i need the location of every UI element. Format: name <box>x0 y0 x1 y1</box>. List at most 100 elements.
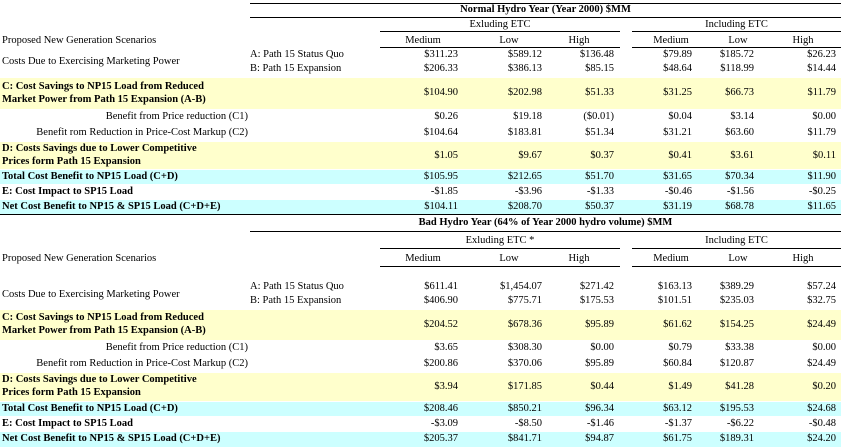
row-label: B: Path 15 Expansion <box>250 295 342 306</box>
cell: $389.29 <box>719 281 754 292</box>
cell: $11.65 <box>807 201 837 212</box>
cell: $31.65 <box>663 171 692 182</box>
cell: $0.44 <box>590 381 614 392</box>
head-rule <box>380 266 620 267</box>
row-label: Benefit from Price reduction (C1) <box>105 342 248 353</box>
table-title: Bad Hydro Year (64% of Year 2000 hydro v… <box>418 217 673 228</box>
cell: $79.89 <box>663 49 692 60</box>
cell: $51.70 <box>585 171 614 182</box>
cell: $95.89 <box>585 319 614 330</box>
head-rule <box>380 47 620 48</box>
cell: $208.46 <box>423 403 458 414</box>
cell: -$0.25 <box>808 186 836 197</box>
col-head-high: High <box>792 35 814 46</box>
table-row: Benefit rom Reduction in Price-Cost Mark… <box>0 126 841 141</box>
cell: $1,454.07 <box>500 281 542 292</box>
cell: $104.64 <box>423 127 458 138</box>
cell: $105.95 <box>423 171 458 182</box>
cell: $11.79 <box>807 87 837 98</box>
row-label: Prices form Path 15 Expansion <box>2 387 141 398</box>
table-title: Normal Hydro Year (Year 2000) $MM <box>460 4 631 15</box>
cell: $31.19 <box>663 201 692 212</box>
cell: $185.72 <box>719 49 754 60</box>
cell: $0.04 <box>668 111 692 122</box>
cell: $0.26 <box>434 111 458 122</box>
cell: $370.06 <box>507 358 542 369</box>
cell: $94.87 <box>585 433 614 444</box>
cell: $205.37 <box>423 433 458 444</box>
table-row: A: Path 15 Status Quo $611.41 $1,454.07 … <box>0 281 841 294</box>
cell: $61.75 <box>663 433 692 444</box>
col-head-low: Low <box>728 253 748 264</box>
cell: $63.12 <box>663 403 692 414</box>
cell: $96.34 <box>585 403 614 414</box>
cell: $31.25 <box>663 87 692 98</box>
cell: $24.49 <box>807 358 836 369</box>
cell: $235.03 <box>719 295 754 306</box>
table-row: Benefit from Price reduction (C1) $3.65 … <box>0 341 841 356</box>
title-rule <box>250 17 841 18</box>
cell: $3.65 <box>434 342 458 353</box>
cell: $386.13 <box>507 63 542 74</box>
cell: $11.90 <box>807 171 837 182</box>
cell: $11.79 <box>807 127 837 138</box>
row-label: Benefit rom Reduction in Price-Cost Mark… <box>36 358 248 369</box>
table-row: Benefit rom Reduction in Price-Cost Mark… <box>0 357 841 372</box>
cell: $51.33 <box>585 87 614 98</box>
cell: $204.52 <box>423 319 458 330</box>
cell: $271.42 <box>579 281 614 292</box>
cell: $136.48 <box>579 49 614 60</box>
cell: $51.34 <box>585 127 614 138</box>
group-rule <box>380 248 620 249</box>
cell: $9.67 <box>518 150 542 161</box>
cell: $32.75 <box>807 295 836 306</box>
row-label: C: Cost Savings to NP15 Load from Reduce… <box>2 81 204 92</box>
cell: $171.85 <box>507 381 542 392</box>
cell: $63.60 <box>725 127 754 138</box>
col-head-medium: Medium <box>653 35 689 46</box>
table-row: E: Cost Impact to SP15 Load -$1.85 -$3.9… <box>0 185 841 199</box>
cell: -$0.46 <box>664 186 692 197</box>
cell: $0.37 <box>590 150 614 161</box>
row-label: A: Path 15 Status Quo <box>250 49 344 60</box>
top-rule <box>250 3 841 4</box>
cell: $0.20 <box>812 381 836 392</box>
cell: $70.34 <box>725 171 754 182</box>
cell: $0.41 <box>668 150 692 161</box>
cell: $0.79 <box>668 342 692 353</box>
col-head-low: Low <box>728 35 748 46</box>
cell: -$8.50 <box>514 418 542 429</box>
cell: $31.21 <box>663 127 692 138</box>
row-label: Net Cost Benefit to NP15 & SP15 Load (C+… <box>2 201 221 212</box>
table-row: C: Cost Savings to NP15 Load from Reduce… <box>0 78 841 109</box>
col-head-medium: Medium <box>653 253 689 264</box>
row-label: Total Cost Benefit to NP15 Load (C+D) <box>2 171 178 182</box>
cell: $41.28 <box>725 381 754 392</box>
cell: -$1.37 <box>664 418 692 429</box>
row-label: Net Cost Benefit to NP15 & SP15 Load (C+… <box>2 433 221 444</box>
cell: $33.38 <box>725 342 754 353</box>
cell: $68.78 <box>725 201 754 212</box>
row-label: D: Costs Savings due to Lower Competitiv… <box>2 374 197 385</box>
cell: $0.00 <box>812 342 836 353</box>
scenarios-label: Proposed New Generation Scenarios <box>2 253 157 264</box>
group-header-excluding: Exluding ETC <box>469 19 531 30</box>
group-header-excluding: Exluding ETC * <box>465 235 535 246</box>
table-row: E: Cost Impact to SP15 Load -$3.09 -$8.5… <box>0 417 841 431</box>
cell: $3.61 <box>730 150 754 161</box>
bottom-rule <box>0 214 841 215</box>
table-row: D: Costs Savings due to Lower Competitiv… <box>0 142 841 169</box>
cell: $589.12 <box>507 49 542 60</box>
cell: -$1.46 <box>586 418 614 429</box>
row-label: Prices form Path 15 Expansion <box>2 156 141 167</box>
cell: ($0.01) <box>583 111 614 122</box>
table-row: Benefit from Price reduction (C1) $0.26 … <box>0 110 841 125</box>
cell: $24.20 <box>807 433 836 444</box>
table-row: B: Path 15 Expansion $206.33 $386.13 $85… <box>0 63 841 76</box>
cell: $175.53 <box>579 295 614 306</box>
col-head-medium: Medium <box>405 35 441 46</box>
cell: $118.99 <box>720 63 754 74</box>
cell: $120.87 <box>719 358 754 369</box>
cell: $208.70 <box>507 201 542 212</box>
cell: $775.71 <box>507 295 542 306</box>
